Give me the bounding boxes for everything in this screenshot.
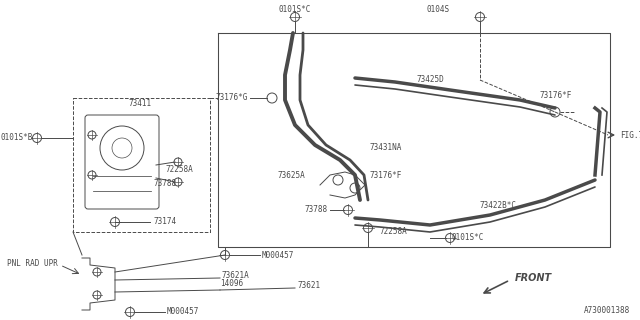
- Text: 14096: 14096: [220, 279, 243, 289]
- Text: 73176*F: 73176*F: [370, 171, 403, 180]
- Text: 73422B*C: 73422B*C: [480, 201, 517, 210]
- Text: 0101S*B: 0101S*B: [1, 133, 33, 142]
- Text: 73176*G: 73176*G: [216, 93, 248, 102]
- Text: M000457: M000457: [262, 251, 294, 260]
- Text: FIG.730-3: FIG.730-3: [620, 131, 640, 140]
- Text: 73788: 73788: [153, 179, 176, 188]
- Text: 73411: 73411: [129, 100, 152, 108]
- Text: 72258A: 72258A: [380, 228, 408, 236]
- Text: 73174: 73174: [153, 218, 176, 227]
- Text: 73425D: 73425D: [416, 76, 444, 84]
- Text: 0104S: 0104S: [427, 5, 450, 14]
- Text: 0101S*C: 0101S*C: [452, 234, 484, 243]
- Text: 73621A: 73621A: [222, 271, 250, 281]
- Text: 72258A: 72258A: [165, 165, 193, 174]
- Text: 73625A: 73625A: [277, 171, 305, 180]
- Text: 0101S*C: 0101S*C: [279, 5, 311, 14]
- Text: PNL RAD UPR: PNL RAD UPR: [7, 259, 58, 268]
- Text: M000457: M000457: [167, 308, 200, 316]
- Text: FRONT: FRONT: [515, 273, 552, 283]
- Text: 73176*F: 73176*F: [540, 91, 572, 100]
- Text: 73431NA: 73431NA: [370, 143, 403, 153]
- Text: 73788: 73788: [305, 205, 328, 214]
- Text: 73621: 73621: [297, 282, 320, 291]
- Text: A730001388: A730001388: [584, 306, 630, 315]
